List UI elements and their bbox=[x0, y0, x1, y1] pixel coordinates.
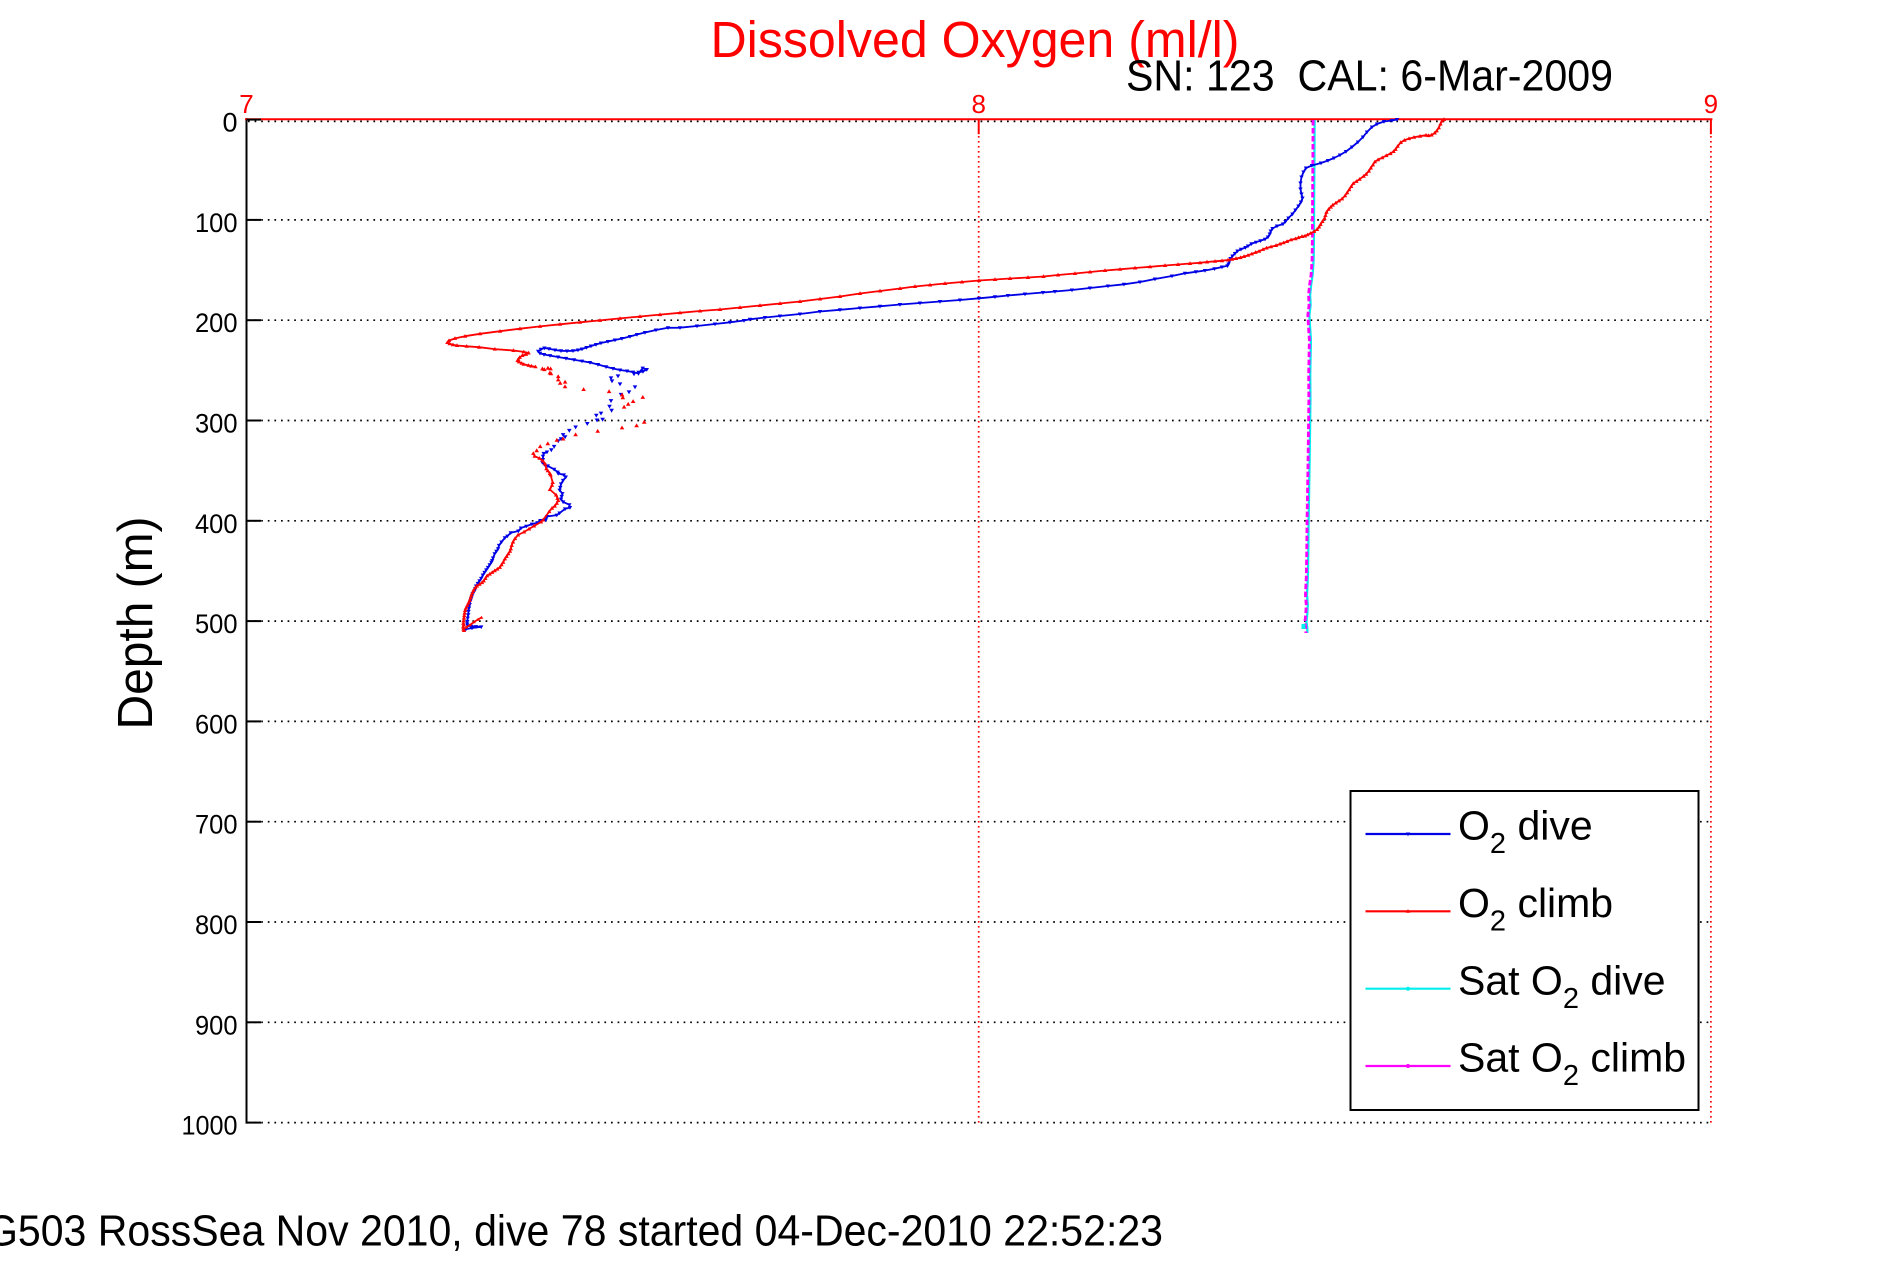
svg-text:400: 400 bbox=[195, 509, 238, 539]
svg-text:100: 100 bbox=[195, 208, 238, 238]
svg-text:600: 600 bbox=[195, 709, 238, 739]
svg-text:G503 RossSea Nov 2010, dive 78: G503 RossSea Nov 2010, dive 78 started 0… bbox=[0, 1207, 1163, 1256]
svg-text:0: 0 bbox=[222, 108, 237, 138]
svg-text:7: 7 bbox=[239, 89, 253, 119]
svg-text:SN: 123 CAL: 6-Mar-2009: SN: 123 CAL: 6-Mar-2009 bbox=[1126, 52, 1613, 101]
svg-text:300: 300 bbox=[195, 409, 238, 439]
svg-text:900: 900 bbox=[195, 1010, 238, 1040]
svg-text:700: 700 bbox=[195, 810, 238, 840]
svg-text:200: 200 bbox=[195, 308, 238, 338]
svg-text:800: 800 bbox=[195, 910, 238, 940]
svg-text:1000: 1000 bbox=[182, 1111, 238, 1141]
svg-text:500: 500 bbox=[195, 609, 238, 639]
svg-text:9: 9 bbox=[1704, 89, 1718, 119]
svg-text:Dissolved Oxygen (ml/l): Dissolved Oxygen (ml/l) bbox=[711, 11, 1240, 68]
svg-text:Depth (m): Depth (m) bbox=[109, 517, 163, 730]
svg-text:8: 8 bbox=[971, 89, 985, 119]
